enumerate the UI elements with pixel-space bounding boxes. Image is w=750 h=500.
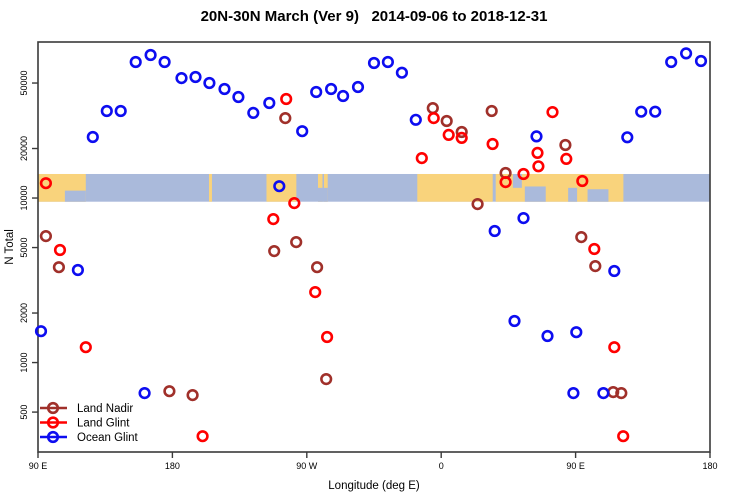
legend-entry-land-nadir: Land Nadir bbox=[40, 401, 133, 415]
svg-text:0: 0 bbox=[439, 461, 444, 471]
svg-text:5000: 5000 bbox=[19, 238, 29, 258]
svg-text:50000: 50000 bbox=[19, 71, 29, 96]
svg-text:20000: 20000 bbox=[19, 136, 29, 161]
data-points bbox=[34, 47, 708, 443]
legend-label: Land Nadir bbox=[77, 403, 133, 415]
svg-text:90 E: 90 E bbox=[29, 461, 48, 471]
legend-label: Ocean Glint bbox=[77, 432, 139, 444]
chart-title: 20N-30N March (Ver 9) 2014-09-06 to 2018… bbox=[200, 8, 548, 25]
x-axis-label: Longitude (deg E) bbox=[328, 480, 420, 492]
svg-text:90 W: 90 W bbox=[296, 461, 318, 471]
latitude-map-band bbox=[38, 173, 710, 202]
svg-text:1000: 1000 bbox=[19, 353, 29, 373]
legend: Land Nadir Land Glint Ocean Glint bbox=[40, 401, 139, 444]
svg-text:180: 180 bbox=[702, 461, 717, 471]
svg-text:180: 180 bbox=[165, 461, 180, 471]
legend-entry-ocean-glint: Ocean Glint bbox=[40, 430, 139, 444]
y-axis-label: N Total bbox=[4, 229, 16, 265]
legend-entry-land-glint: Land Glint bbox=[40, 416, 130, 430]
svg-text:500: 500 bbox=[19, 405, 29, 420]
legend-label: Land Glint bbox=[77, 418, 130, 430]
svg-text:10000: 10000 bbox=[19, 186, 29, 211]
svg-text:90 E: 90 E bbox=[566, 461, 585, 471]
svg-text:2000: 2000 bbox=[19, 303, 29, 323]
axes: 90 E 180 90 W 0 90 E 180 500 1000 2000 5000 10000 2… bbox=[19, 41, 718, 471]
